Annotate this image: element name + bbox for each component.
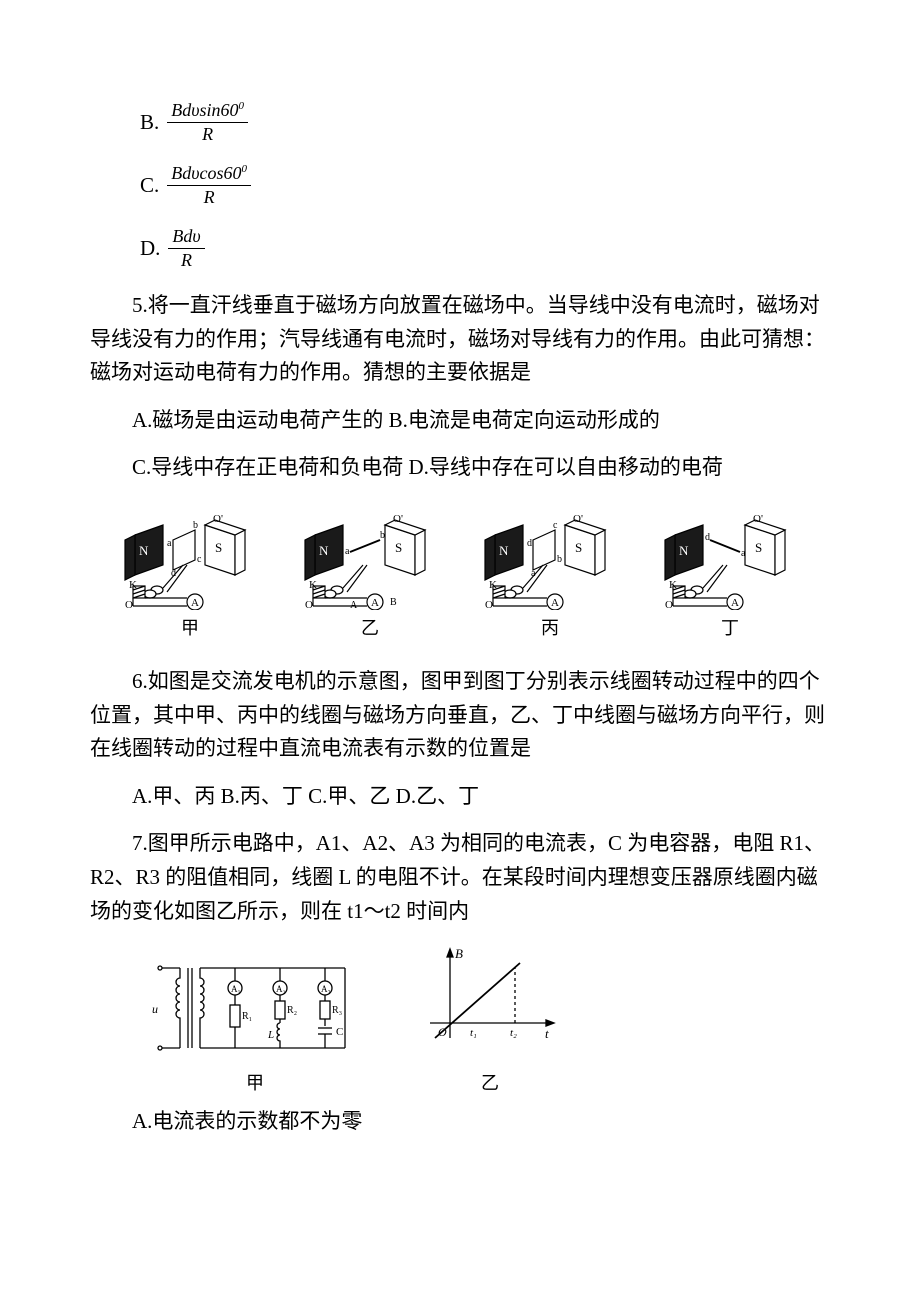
q6-text: 6.如图是交流发电机的示意图，图甲到图丁分别表示线圈转动过程中的四个位置，其中甲… bbox=[90, 665, 830, 766]
svg-text:a: a bbox=[167, 538, 172, 549]
denom-b: R bbox=[202, 123, 213, 145]
svg-text:N: N bbox=[319, 543, 329, 558]
q7-caption-0: 甲 bbox=[246, 1069, 264, 1095]
gen-fig-1: N S O' ab K A O AB 乙 bbox=[295, 510, 445, 640]
sup-b: 0 bbox=[239, 100, 245, 112]
svg-text:O: O bbox=[665, 599, 673, 610]
svg-text:O': O' bbox=[393, 513, 403, 525]
option-letter-d: D. bbox=[140, 236, 160, 261]
svg-text:S: S bbox=[575, 540, 582, 555]
svg-text:K: K bbox=[669, 579, 677, 591]
option-c: C. Bdυcos600 R bbox=[90, 163, 830, 208]
label-C: C bbox=[336, 1026, 343, 1038]
label-A2: A₂ bbox=[276, 984, 286, 994]
gen-fig-0: N S O' abcd K A O 甲 bbox=[115, 510, 265, 640]
numer-b: Bdυsin60 bbox=[171, 100, 238, 120]
svg-text:O: O bbox=[305, 599, 313, 610]
q7-optA: A.电流表的示数都不为零 bbox=[90, 1105, 830, 1139]
option-letter-b: B. bbox=[140, 110, 159, 135]
label-A1: A₁ bbox=[231, 984, 241, 994]
svg-text:N: N bbox=[139, 543, 149, 558]
svg-text:b: b bbox=[193, 520, 198, 531]
label-B: B bbox=[455, 946, 463, 961]
gen-cap-3: 丁 bbox=[721, 614, 739, 640]
svg-text:O': O' bbox=[573, 513, 583, 525]
label-R2: R₂ bbox=[287, 1005, 297, 1016]
label-t: t bbox=[545, 1026, 549, 1041]
gen-cap-0: 甲 bbox=[181, 614, 199, 640]
option-d: D. Bdυ R bbox=[90, 226, 830, 271]
svg-text:c: c bbox=[553, 520, 558, 531]
gen-cap-2: 丙 bbox=[541, 614, 559, 640]
graph-svg: B t O t₁ t₂ bbox=[420, 943, 560, 1063]
fraction-c: Bdυcos600 R bbox=[167, 163, 251, 208]
svg-text:A: A bbox=[191, 597, 199, 609]
svg-text:A: A bbox=[350, 600, 358, 610]
svg-text:O': O' bbox=[213, 513, 223, 525]
option-letter-c: C. bbox=[140, 173, 159, 198]
q7-fig-graph: B t O t₁ t₂ 乙 bbox=[420, 943, 560, 1095]
gen-fig-3: N S O' d a K A O 丁 bbox=[655, 510, 805, 640]
q5-optCD: C.导线中存在正电荷和负电荷 D.导线中存在可以自由移动的电荷 bbox=[90, 451, 830, 485]
svg-text:O: O bbox=[125, 599, 133, 610]
label-u: u bbox=[152, 1002, 158, 1016]
svg-text:A: A bbox=[371, 597, 379, 609]
fraction-b: Bdυsin600 R bbox=[167, 100, 248, 145]
numer-c: Bdυcos60 bbox=[171, 163, 241, 183]
option-b: B. Bdυsin600 R bbox=[90, 100, 830, 145]
svg-text:N: N bbox=[499, 543, 509, 558]
svg-text:O: O bbox=[485, 599, 493, 610]
q6-options: A.甲、丙 B.丙、丁 C.甲、乙 D.乙、丁 bbox=[90, 780, 830, 814]
label-R1: R₁ bbox=[242, 1011, 252, 1022]
svg-text:b: b bbox=[380, 530, 385, 541]
svg-text:c: c bbox=[197, 554, 202, 565]
q7-fig-circuit: u A₁ R₁ bbox=[150, 943, 360, 1095]
sup-c: 0 bbox=[242, 163, 248, 175]
q7-caption-1: 乙 bbox=[481, 1069, 499, 1095]
label-t2: t₂ bbox=[510, 1027, 517, 1039]
svg-text:K: K bbox=[129, 579, 137, 591]
numer-d: Bdυ bbox=[168, 226, 204, 249]
svg-text:S: S bbox=[395, 540, 402, 555]
denom-d: R bbox=[181, 249, 192, 271]
svg-text:A: A bbox=[731, 597, 739, 609]
svg-text:N: N bbox=[679, 543, 689, 558]
svg-text:b: b bbox=[557, 554, 562, 565]
svg-text:a: a bbox=[741, 548, 746, 559]
svg-text:A: A bbox=[551, 597, 559, 609]
label-A3: A₃ bbox=[321, 984, 331, 994]
q7-text: 7.图甲所示电路中，A1、A2、A3 为相同的电流表，C 为电容器，电阻 R1、… bbox=[90, 827, 830, 928]
svg-text:S: S bbox=[215, 540, 222, 555]
q7-figures: u A₁ R₁ bbox=[90, 943, 830, 1095]
svg-text:S: S bbox=[755, 540, 762, 555]
fraction-d: Bdυ R bbox=[168, 226, 204, 271]
gen-cap-1: 乙 bbox=[361, 614, 379, 640]
svg-text:B: B bbox=[390, 597, 397, 608]
svg-text:d: d bbox=[705, 532, 710, 543]
svg-text:a: a bbox=[345, 546, 350, 557]
generator-figures: N S O' a b c d K A O 甲 N bbox=[90, 510, 830, 640]
q5-optAB: A.磁场是由运动电荷产生的 B.电流是电荷定向运动形成的 bbox=[90, 404, 830, 438]
label-R3: R₃ bbox=[332, 1005, 342, 1016]
svg-text:K: K bbox=[309, 579, 317, 591]
svg-text:K: K bbox=[489, 579, 497, 591]
label-L: L bbox=[267, 1029, 274, 1041]
q5-text: 5.将一直汗线垂直于磁场方向放置在磁场中。当导线中没有电流时，磁场对导线没有力的… bbox=[90, 289, 830, 390]
svg-text:d: d bbox=[527, 538, 532, 549]
label-t1: t₁ bbox=[470, 1027, 477, 1039]
svg-text:O': O' bbox=[753, 513, 763, 525]
gen-fig-2: N S O' dcba K A O 丙 bbox=[475, 510, 625, 640]
denom-c: R bbox=[204, 186, 215, 208]
circuit-svg: u A₁ R₁ bbox=[150, 943, 360, 1063]
